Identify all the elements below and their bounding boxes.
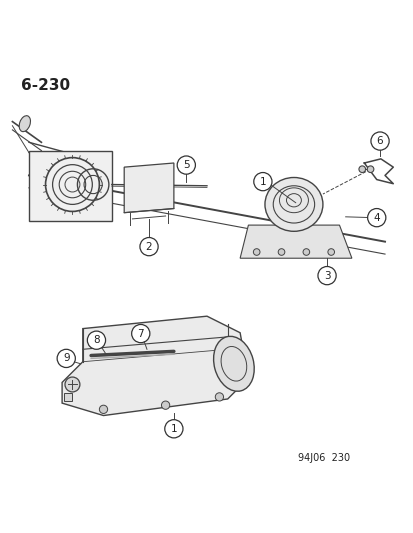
Ellipse shape xyxy=(213,336,254,391)
Circle shape xyxy=(99,405,107,414)
Circle shape xyxy=(370,132,388,150)
Polygon shape xyxy=(62,316,248,416)
Circle shape xyxy=(87,331,105,349)
Text: 1: 1 xyxy=(170,424,177,434)
Circle shape xyxy=(140,238,158,256)
Circle shape xyxy=(358,166,365,173)
Text: 6: 6 xyxy=(376,136,382,146)
Text: 9: 9 xyxy=(63,353,69,364)
Text: 94J06  230: 94J06 230 xyxy=(297,453,349,463)
Circle shape xyxy=(131,325,150,343)
Ellipse shape xyxy=(19,116,31,132)
Circle shape xyxy=(366,166,373,173)
Circle shape xyxy=(367,208,385,227)
FancyBboxPatch shape xyxy=(29,151,112,221)
Circle shape xyxy=(302,249,309,255)
Circle shape xyxy=(57,349,75,368)
Text: 2: 2 xyxy=(145,241,152,252)
Circle shape xyxy=(253,173,271,191)
Text: 6-230: 6-230 xyxy=(21,78,70,93)
Circle shape xyxy=(317,266,335,285)
Text: 1: 1 xyxy=(259,176,266,187)
Text: 8: 8 xyxy=(93,335,100,345)
Text: 5: 5 xyxy=(183,160,189,170)
Circle shape xyxy=(65,377,80,392)
Circle shape xyxy=(253,249,259,255)
Polygon shape xyxy=(124,163,173,213)
Polygon shape xyxy=(64,393,72,401)
Circle shape xyxy=(177,156,195,174)
Circle shape xyxy=(161,401,169,409)
Circle shape xyxy=(327,249,334,255)
Circle shape xyxy=(215,393,223,401)
Text: 4: 4 xyxy=(373,213,379,223)
Text: 7: 7 xyxy=(137,328,144,338)
Ellipse shape xyxy=(264,177,322,231)
Circle shape xyxy=(278,249,284,255)
Polygon shape xyxy=(240,225,351,258)
Text: 3: 3 xyxy=(323,271,330,280)
Circle shape xyxy=(164,419,183,438)
